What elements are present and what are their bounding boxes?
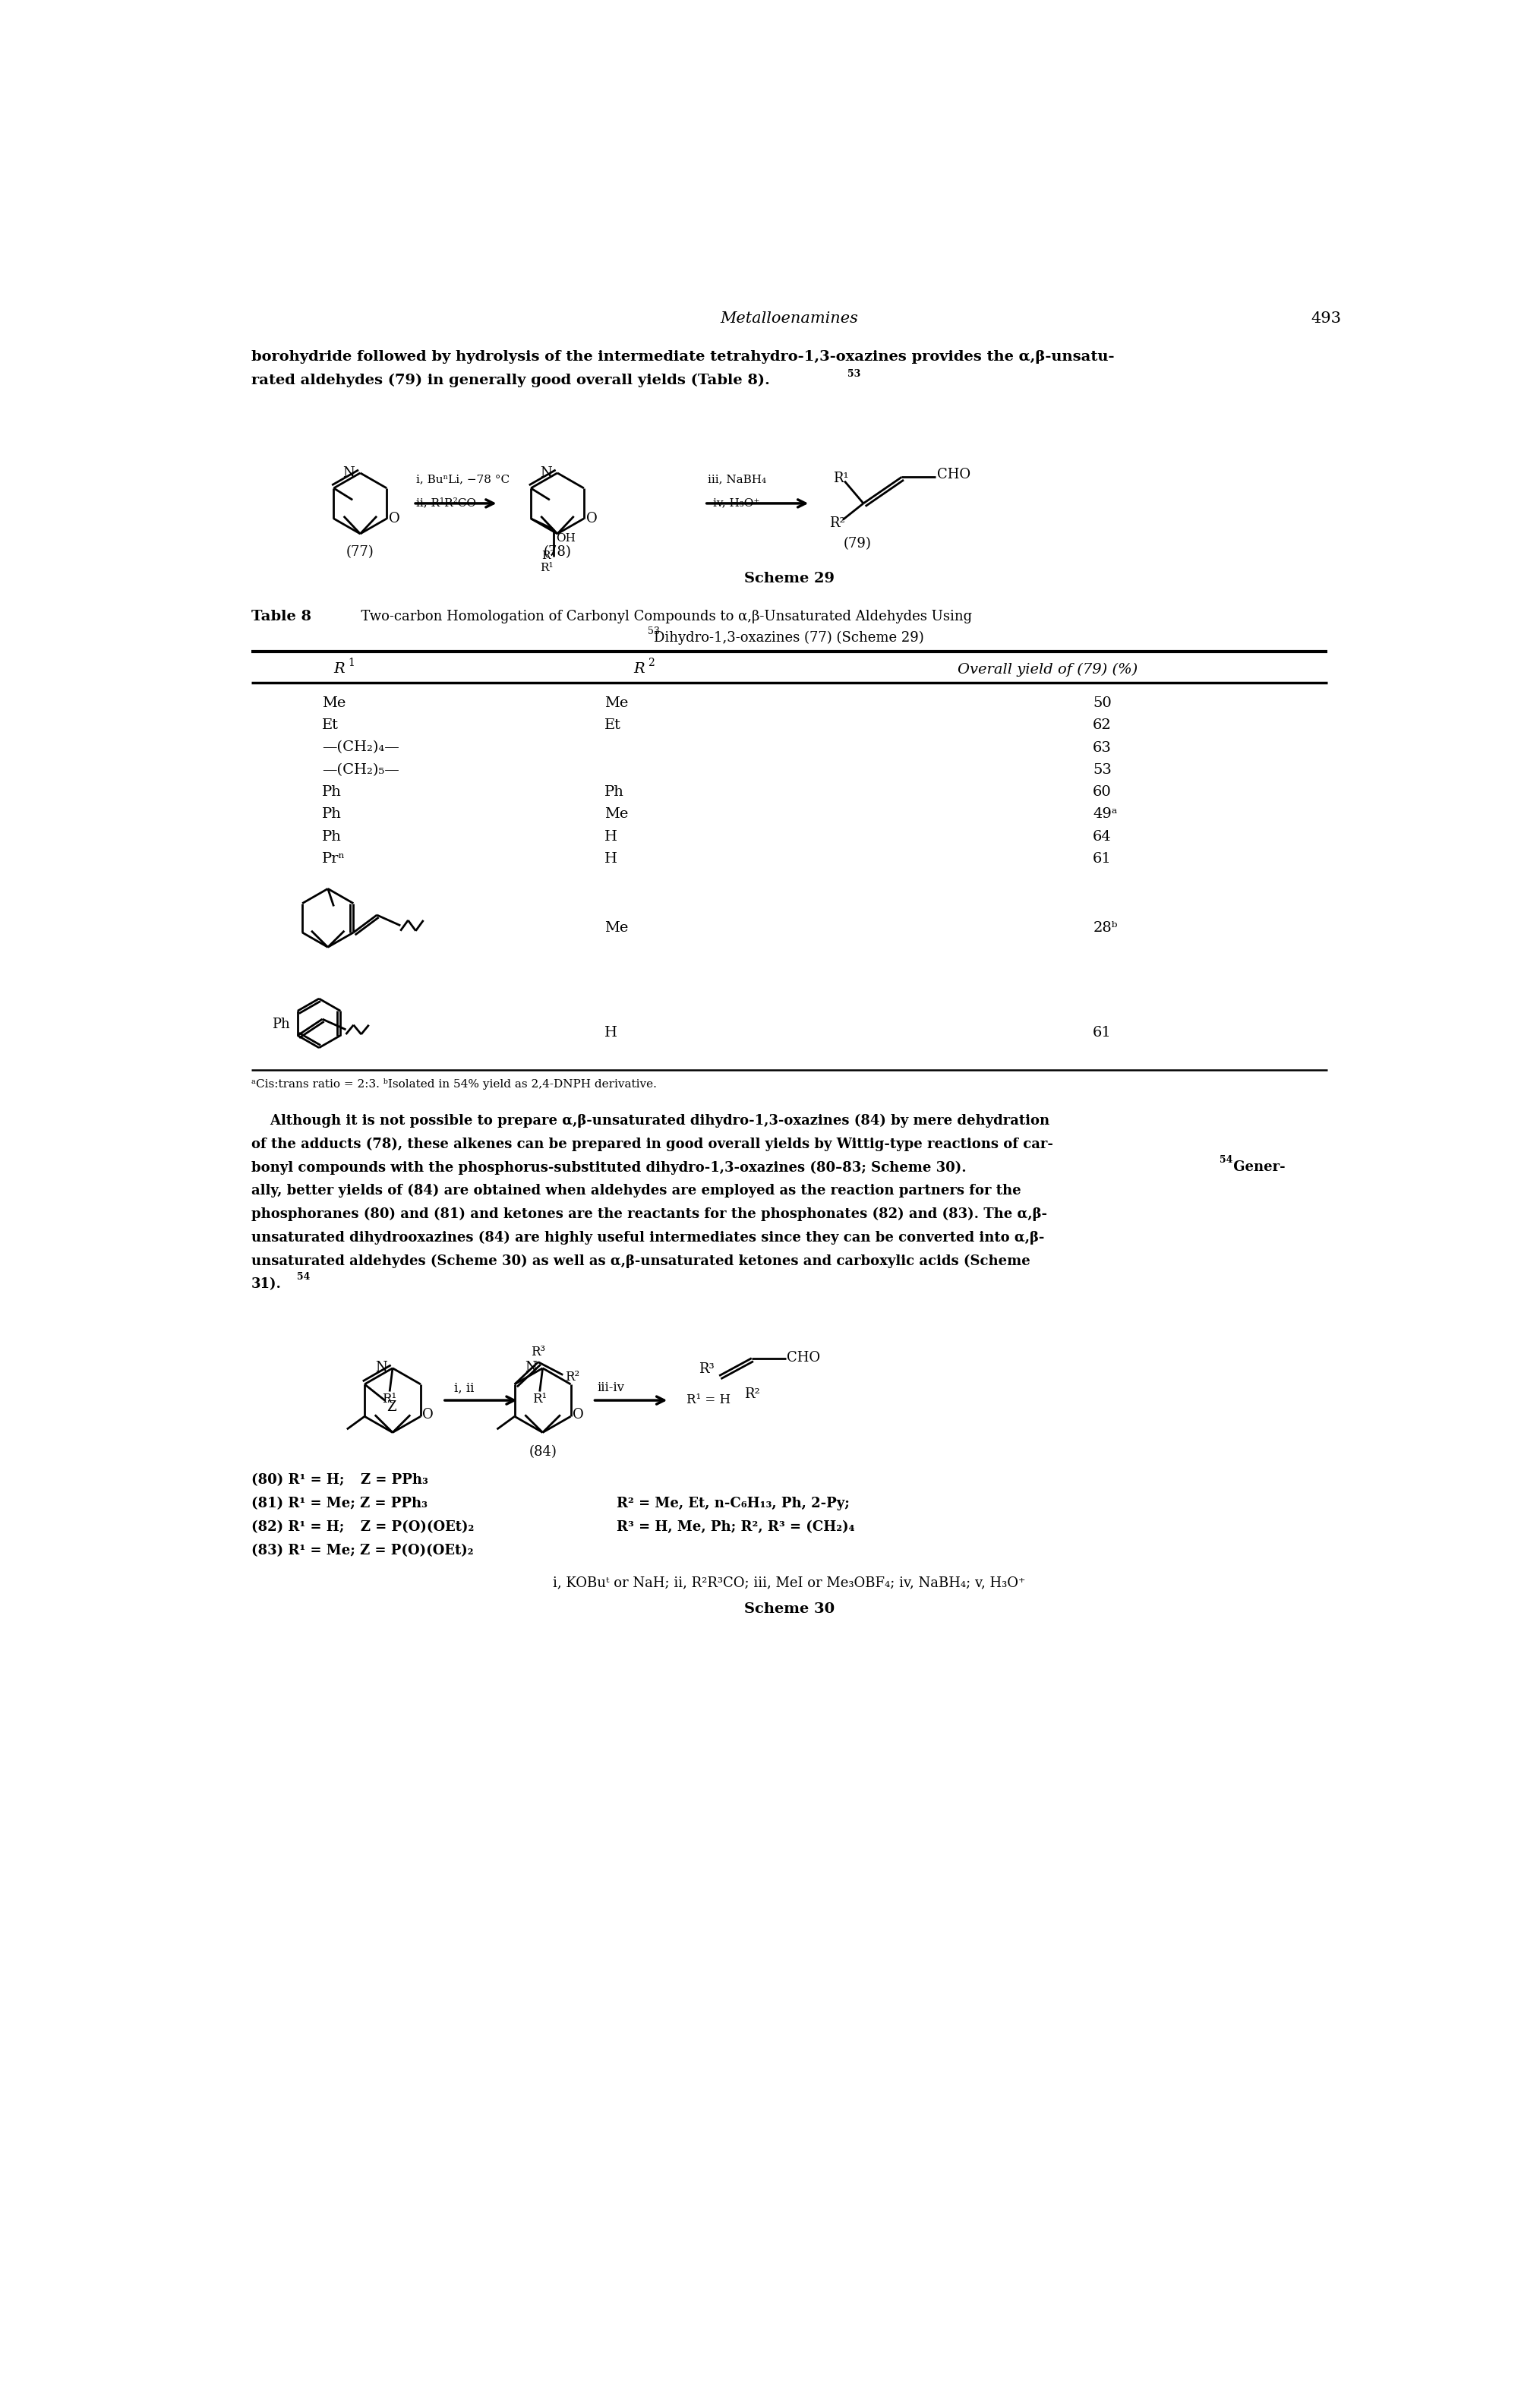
Text: 64: 64 <box>1093 830 1112 844</box>
Text: R³ = H, Me, Ph; R², R³ = (CH₂)₄: R³ = H, Me, Ph; R², R³ = (CH₂)₄ <box>616 1521 855 1533</box>
Text: 28ᵇ: 28ᵇ <box>1093 921 1118 935</box>
Text: Gener-: Gener- <box>1229 1160 1284 1174</box>
Text: Scheme 30: Scheme 30 <box>744 1603 835 1615</box>
Text: ᵃCis:trans ratio = 2:3. ᵇIsolated in 54% yield as 2,4-DNPH derivative.: ᵃCis:trans ratio = 2:3. ᵇIsolated in 54%… <box>251 1079 656 1088</box>
Text: (84): (84) <box>528 1445 556 1459</box>
Text: Z: Z <box>387 1402 396 1414</box>
Text: (83) R¹ = Me; Z = P(O)(OEt)₂: (83) R¹ = Me; Z = P(O)(OEt)₂ <box>251 1543 474 1557</box>
Text: H: H <box>605 1026 618 1041</box>
Text: R²: R² <box>744 1387 761 1402</box>
Text: Ph: Ph <box>605 785 624 799</box>
Text: 53: 53 <box>648 627 661 636</box>
Text: R¹ = H: R¹ = H <box>687 1392 732 1406</box>
Text: (77): (77) <box>346 545 374 560</box>
Text: (80) R¹ = H;   Z = PPh₃: (80) R¹ = H; Z = PPh₃ <box>251 1473 428 1488</box>
Text: —(CH₂)₅—: —(CH₂)₅— <box>322 763 399 777</box>
Text: unsaturated dihydrooxazines (84) are highly useful intermediates since they can : unsaturated dihydrooxazines (84) are hig… <box>251 1232 1044 1244</box>
Text: 63: 63 <box>1093 742 1112 753</box>
Text: O: O <box>422 1409 434 1421</box>
Text: R: R <box>634 663 645 677</box>
Text: 53: 53 <box>1093 763 1112 777</box>
Text: (82) R¹ = H;   Z = P(O)(OEt)₂: (82) R¹ = H; Z = P(O)(OEt)₂ <box>251 1521 474 1533</box>
Text: R²: R² <box>542 550 554 562</box>
Text: (79): (79) <box>844 536 872 550</box>
Text: R²: R² <box>565 1371 579 1383</box>
Text: N: N <box>525 1361 537 1375</box>
Text: of the adducts (78), these alkenes can be prepared in good overall yields by Wit: of the adducts (78), these alkenes can b… <box>251 1136 1053 1151</box>
Text: Ph: Ph <box>322 785 342 799</box>
Text: N: N <box>342 466 354 481</box>
Text: R¹: R¹ <box>533 1392 547 1406</box>
Text: H: H <box>605 830 618 844</box>
Text: O: O <box>587 512 598 526</box>
Text: 49ᵃ: 49ᵃ <box>1093 808 1118 820</box>
Text: unsaturated aldehydes (Scheme 30) as well as α,β-unsaturated ketones and carboxy: unsaturated aldehydes (Scheme 30) as wel… <box>251 1253 1030 1268</box>
Text: phosphoranes (80) and (81) and ketones are the reactants for the phosphonates (8: phosphoranes (80) and (81) and ketones a… <box>251 1208 1047 1222</box>
Text: 54: 54 <box>297 1273 311 1282</box>
Text: 60: 60 <box>1093 785 1112 799</box>
Text: CHO: CHO <box>787 1351 821 1366</box>
Text: 61: 61 <box>1093 1026 1112 1041</box>
Text: Table 8: Table 8 <box>251 610 311 624</box>
Text: CHO: CHO <box>936 469 970 481</box>
Text: —(CH₂)₄—: —(CH₂)₄— <box>322 742 399 753</box>
Text: 53: 53 <box>847 368 861 378</box>
Text: Me: Me <box>605 696 628 710</box>
Text: R³: R³ <box>531 1347 545 1359</box>
Text: 1: 1 <box>348 658 354 667</box>
Text: ii, R¹R²CO: ii, R¹R²CO <box>416 498 476 507</box>
Text: N: N <box>539 466 551 481</box>
Text: 31).: 31). <box>251 1277 282 1292</box>
Text: bonyl compounds with the phosphorus-substituted dihydro-1,3-oxazines (80–83; Sch: bonyl compounds with the phosphorus-subs… <box>251 1160 967 1174</box>
Text: Me: Me <box>322 696 346 710</box>
Text: Me: Me <box>605 808 628 820</box>
Text: R²: R² <box>829 517 845 531</box>
Text: 2: 2 <box>648 658 654 667</box>
Text: iii-iv: iii-iv <box>598 1383 625 1395</box>
Text: O: O <box>390 512 400 526</box>
Text: R² = Me, Et, n-C₆H₁₃, Ph, 2-Py;: R² = Me, Et, n-C₆H₁₃, Ph, 2-Py; <box>616 1497 849 1509</box>
Text: R³: R³ <box>699 1363 715 1375</box>
Text: Et: Et <box>605 718 621 732</box>
Text: Et: Et <box>322 718 339 732</box>
Text: Prⁿ: Prⁿ <box>322 852 345 866</box>
Text: rated aldehydes (79) in generally good overall yields (Table 8).: rated aldehydes (79) in generally good o… <box>251 373 770 388</box>
Text: Ph: Ph <box>322 808 342 820</box>
Text: R¹: R¹ <box>382 1392 396 1406</box>
Text: O: O <box>573 1409 584 1421</box>
Text: 493: 493 <box>1311 311 1341 325</box>
Text: iii, NaBH₄: iii, NaBH₄ <box>707 474 765 486</box>
Text: Scheme 29: Scheme 29 <box>744 572 835 586</box>
Text: Although it is not possible to prepare α,β-unsaturated dihydro-1,3-oxazines (84): Although it is not possible to prepare α… <box>251 1115 1050 1127</box>
Text: N: N <box>374 1361 387 1375</box>
Text: Me: Me <box>605 921 628 935</box>
Text: R: R <box>334 663 345 677</box>
Text: 50: 50 <box>1093 696 1112 710</box>
Text: i, KOBuᵗ or NaH; ii, R²R³CO; iii, MeI or Me₃OBF₄; iv, NaBH₄; v, H₃O⁺: i, KOBuᵗ or NaH; ii, R²R³CO; iii, MeI or… <box>553 1576 1026 1588</box>
Text: Ph: Ph <box>273 1017 290 1031</box>
Text: ally, better yields of (84) are obtained when aldehydes are employed as the reac: ally, better yields of (84) are obtained… <box>251 1184 1021 1198</box>
Text: H: H <box>605 852 618 866</box>
Text: (78): (78) <box>544 545 571 560</box>
Text: Metalloenamines: Metalloenamines <box>721 311 858 325</box>
Text: Ph: Ph <box>322 830 342 844</box>
Text: R¹: R¹ <box>833 471 849 486</box>
Text: iv, H₃O⁺: iv, H₃O⁺ <box>713 498 759 507</box>
Text: Two-carbon Homologation of Carbonyl Compounds to α,β-Unsaturated Aldehydes Using: Two-carbon Homologation of Carbonyl Comp… <box>353 610 972 624</box>
Text: i, BuⁿLi, −78 °C: i, BuⁿLi, −78 °C <box>416 474 510 486</box>
Text: 61: 61 <box>1093 852 1112 866</box>
Text: OH: OH <box>556 533 576 543</box>
Text: (81) R¹ = Me; Z = PPh₃: (81) R¹ = Me; Z = PPh₃ <box>251 1497 428 1509</box>
Text: i, ii: i, ii <box>454 1383 474 1395</box>
Text: Dihydro-1,3-oxazines (77) (Scheme 29): Dihydro-1,3-oxazines (77) (Scheme 29) <box>654 631 924 646</box>
Text: Overall yield of (79) (%): Overall yield of (79) (%) <box>958 663 1138 677</box>
Text: R¹: R¹ <box>539 562 553 574</box>
Text: borohydride followed by hydrolysis of the intermediate tetrahydro-1,3-oxazines p: borohydride followed by hydrolysis of th… <box>251 349 1115 364</box>
Text: 54: 54 <box>1220 1155 1232 1165</box>
Text: 62: 62 <box>1093 718 1112 732</box>
